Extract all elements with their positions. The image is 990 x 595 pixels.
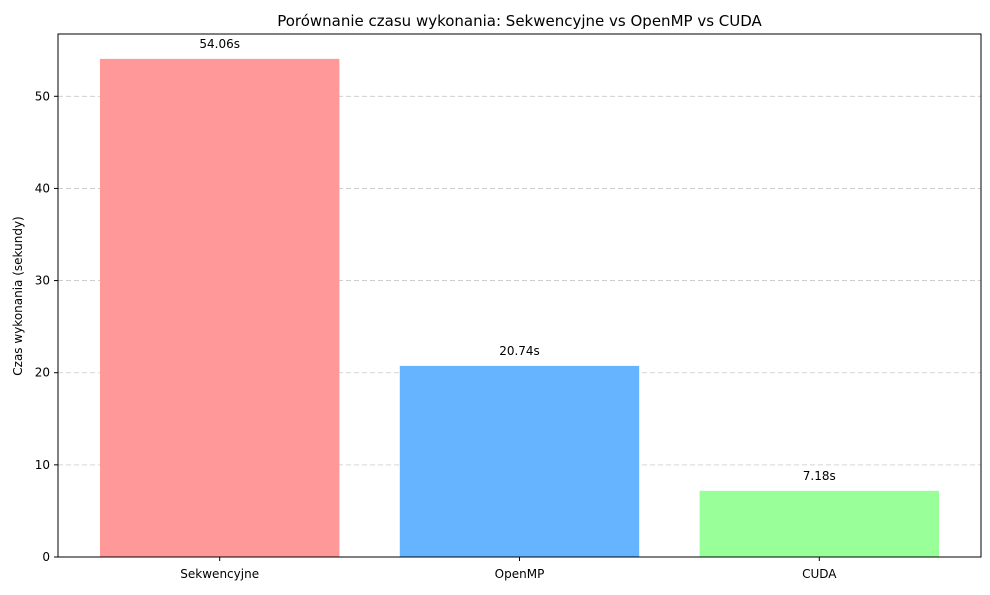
x-tick-label-openmp: OpenMP [495, 567, 545, 581]
value-label-openmp: 20.74s [499, 344, 540, 358]
y-tick-label-20: 20 [35, 366, 50, 380]
y-tick-label-40: 40 [35, 181, 50, 195]
bar-cuda [699, 490, 939, 557]
y-tick-label-30: 30 [35, 274, 50, 288]
bars [100, 58, 939, 557]
value-label-cuda: 7.18s [803, 469, 836, 483]
x-tick-label-sekwencyjne: Sekwencyjne [180, 567, 259, 581]
bar-openmp [399, 365, 640, 557]
chart-title: Porównanie czasu wykonania: Sekwencyjne … [277, 12, 762, 30]
y-axis-label: Czas wykonania (sekundy) [11, 216, 25, 375]
y-tick-label-0: 0 [42, 550, 50, 564]
y-tick-label-10: 10 [35, 458, 50, 472]
bar-sekwencyjne [100, 58, 340, 557]
x-ticks: Sekwencyjne OpenMP CUDA [180, 557, 837, 581]
x-tick-label-cuda: CUDA [802, 567, 837, 581]
value-label-sekwencyjne: 54.06s [199, 37, 240, 51]
y-ticks: 0 10 20 30 40 50 [35, 89, 58, 564]
y-tick-label-50: 50 [35, 89, 50, 103]
value-labels: 54.06s 20.74s 7.18s [199, 37, 835, 483]
